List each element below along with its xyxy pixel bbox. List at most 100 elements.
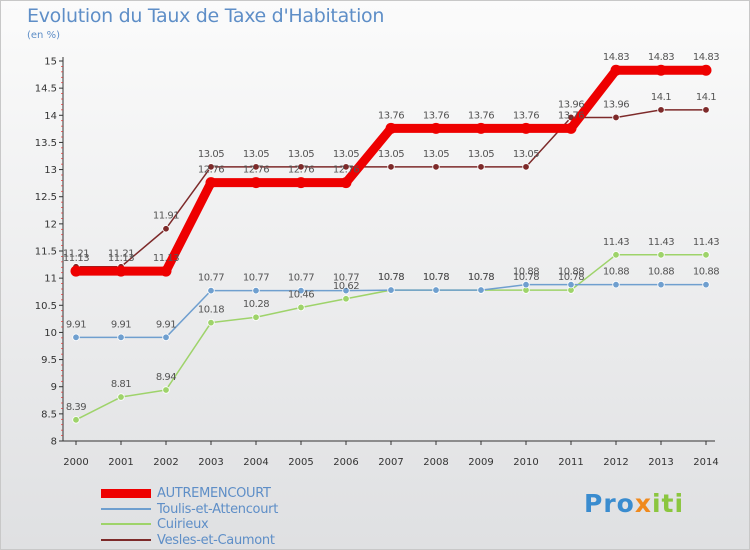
data-point [522,163,530,171]
x-tick-label: 2001 [108,457,133,468]
data-label: 9.91 [111,319,131,330]
x-tick-label: 2010 [513,457,538,468]
data-point [432,286,440,294]
legend-label-autremencourt: AUTREMENCOURT [157,486,271,501]
data-label: 13.76 [558,110,584,121]
data-label: 10.78 [513,272,539,283]
data-label: 10.77 [333,273,359,284]
data-label: 13.05 [198,149,224,160]
data-label: 10.88 [603,267,629,278]
legend-label-cuirieux: Cuirieux [157,517,209,532]
data-label: 13.05 [513,149,539,160]
data-point [432,163,440,171]
data-point [475,122,487,134]
data-label: 9.91 [66,319,86,330]
data-label: 13.76 [513,110,539,121]
y-tick-label: 13.5 [35,138,57,149]
data-point [612,280,620,289]
data-point [702,280,710,289]
data-label: 10.46 [288,289,314,300]
data-point [70,265,82,277]
data-label: 14.1 [651,92,671,103]
y-tick-label: 8.5 [41,409,57,420]
data-label: 13.96 [603,99,629,110]
data-point [252,163,260,171]
data-label: 14.83 [648,52,674,63]
data-point [430,122,442,134]
data-label: 10.77 [288,273,314,284]
data-label: 13.96 [558,99,584,110]
data-point [702,106,710,114]
data-label: 13.76 [468,110,494,121]
data-label: 12.76 [333,165,359,176]
data-point [162,386,170,394]
data-label: 10.88 [693,267,719,278]
x-tick-label: 2005 [288,457,313,468]
data-point [207,163,215,171]
y-tick-label: 12 [44,219,57,230]
legend-swatch-cuirieux [101,523,151,525]
data-label: 11.21 [108,249,134,260]
data-point [522,280,530,289]
data-point [567,280,575,289]
data-point [295,177,307,189]
x-tick-label: 2011 [558,457,583,468]
logo-part-1: Pro [584,489,635,518]
data-point [72,416,80,424]
data-label: 13.05 [288,149,314,160]
y-tick-label: 15 [44,57,57,68]
legend-swatch-toulis-et-attencourt [101,507,151,510]
data-label: 13.76 [378,110,404,121]
data-point [207,286,215,295]
y-tick-label: 9.5 [41,355,57,366]
y-tick-label: 9 [51,382,57,393]
y-tick-label: 14 [44,111,57,122]
data-point [252,286,260,295]
data-point [252,313,260,321]
data-point [702,251,710,259]
data-point [612,251,620,259]
data-label: 10.88 [648,267,674,278]
data-label: 8.39 [66,402,86,413]
data-label: 10.62 [333,281,359,292]
chart-subtitle: (en %) [27,30,60,41]
data-label: 11.21 [63,249,89,260]
data-point [520,122,532,134]
chart-title: Evolution du Taux de Taxe d'Habitation [27,5,385,27]
logo-part-3: iti [651,489,685,518]
data-point [250,177,262,189]
data-label: 12.76 [288,165,314,176]
data-label: 11.13 [153,253,179,264]
y-tick-label: 13 [44,165,57,176]
data-point [342,295,350,303]
data-point [700,64,712,76]
x-tick-label: 2000 [63,457,88,468]
data-point [160,265,172,277]
data-label: 11.13 [108,253,134,264]
data-label: 12.76 [198,165,224,176]
x-tick-label: 2009 [468,457,493,468]
data-label: 13.05 [243,149,269,160]
data-label: 10.78 [378,272,404,283]
y-tick-label: 14.5 [35,84,57,95]
data-point [477,163,485,171]
data-point [477,286,485,294]
data-label: 10.88 [558,267,584,278]
data-point [657,106,665,114]
data-label: 10.18 [198,305,224,316]
data-point [565,122,577,134]
y-tick-label: 8 [51,437,57,448]
data-label: 11.13 [63,253,89,264]
data-label: 10.78 [468,272,494,283]
y-tick-label: 12.5 [35,192,57,203]
data-label: 10.88 [513,267,539,278]
data-label: 13.05 [333,149,359,160]
x-tick-label: 2008 [423,457,448,468]
x-tick-label: 2004 [243,457,268,468]
data-point [340,177,352,189]
x-tick-label: 2006 [333,457,358,468]
data-label: 8.81 [111,379,131,390]
data-point [162,333,170,342]
